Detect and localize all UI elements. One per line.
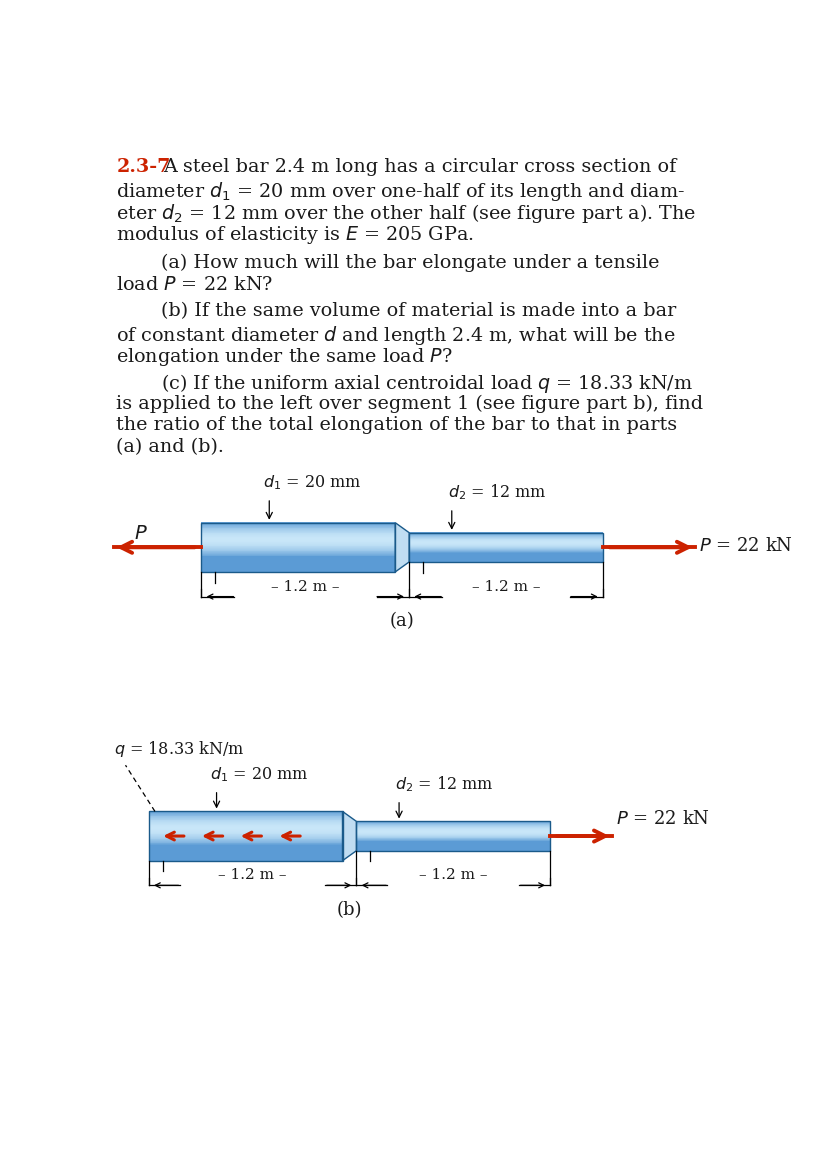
Text: of constant diameter $d$ and length 2.4 m, what will be the: of constant diameter $d$ and length 2.4 … xyxy=(116,324,676,347)
Text: (a): (a) xyxy=(390,612,415,630)
Text: (a) and (b).: (a) and (b). xyxy=(116,438,224,456)
Text: – 1.2 m –: – 1.2 m – xyxy=(218,868,287,883)
Text: $d_2$ = 12 mm: $d_2$ = 12 mm xyxy=(448,483,546,502)
Text: eter $d_2$ = 12 mm over the other half (see figure part a). The: eter $d_2$ = 12 mm over the other half (… xyxy=(116,202,696,225)
Text: elongation under the same load $P$?: elongation under the same load $P$? xyxy=(116,346,452,368)
Text: modulus of elasticity is $E$ = 205 GPa.: modulus of elasticity is $E$ = 205 GPa. xyxy=(116,224,474,246)
Text: – 1.2 m –: – 1.2 m – xyxy=(472,580,540,594)
Text: $d_1$ = 20 mm: $d_1$ = 20 mm xyxy=(263,473,362,492)
Bar xyxy=(409,532,603,561)
Text: $d_1$ = 20 mm: $d_1$ = 20 mm xyxy=(210,764,309,784)
Bar xyxy=(149,811,343,861)
Bar xyxy=(357,821,551,850)
Text: (c) If the uniform axial centroidal load $q$ = 18.33 kN/m: (c) If the uniform axial centroidal load… xyxy=(161,372,693,396)
Text: 2.3-7: 2.3-7 xyxy=(116,159,171,176)
Text: (a) How much will the bar elongate under a tensile: (a) How much will the bar elongate under… xyxy=(161,254,659,273)
Text: $P$ = 22 kN: $P$ = 22 kN xyxy=(616,810,710,828)
Text: A steel bar 2.4 m long has a circular cross section of: A steel bar 2.4 m long has a circular cr… xyxy=(163,159,676,176)
Text: $d_2$ = 12 mm: $d_2$ = 12 mm xyxy=(395,774,494,793)
Text: $q$ = 18.33 kN/m: $q$ = 18.33 kN/m xyxy=(114,739,245,759)
Text: (b): (b) xyxy=(337,900,362,919)
Text: – 1.2 m –: – 1.2 m – xyxy=(271,580,339,594)
Text: the ratio of the total elongation of the bar to that in parts: the ratio of the total elongation of the… xyxy=(116,416,677,434)
Text: – 1.2 m –: – 1.2 m – xyxy=(419,868,488,883)
Bar xyxy=(201,523,395,572)
Text: $P$: $P$ xyxy=(134,524,148,543)
Text: diameter $d_1$ = 20 mm over one-half of its length and diam-: diameter $d_1$ = 20 mm over one-half of … xyxy=(116,181,685,203)
Text: $P$ = 22 kN: $P$ = 22 kN xyxy=(699,537,793,554)
Text: is applied to the left over segment 1 (see figure part b), find: is applied to the left over segment 1 (s… xyxy=(116,394,703,413)
Text: load $P$ = 22 kN?: load $P$ = 22 kN? xyxy=(116,276,273,293)
Text: (b) If the same volume of material is made into a bar: (b) If the same volume of material is ma… xyxy=(161,303,676,320)
